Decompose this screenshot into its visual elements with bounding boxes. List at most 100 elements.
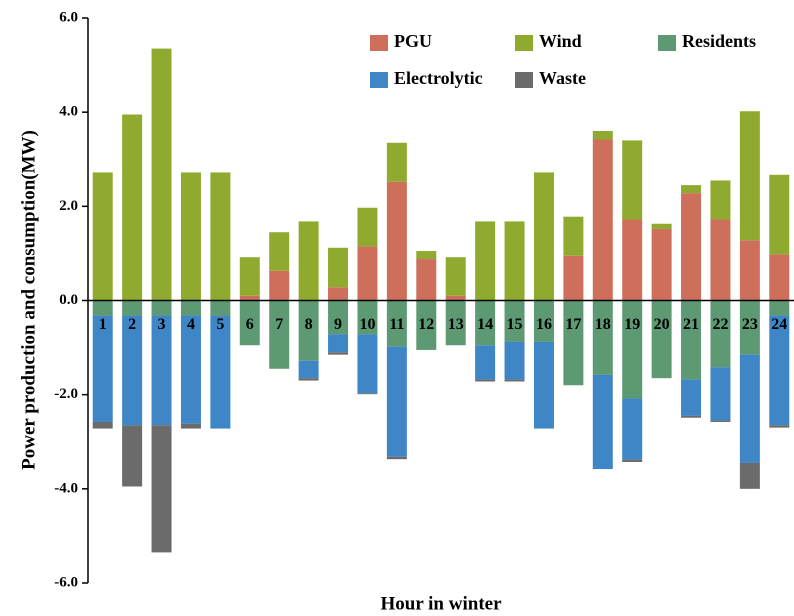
x-tick-label: 19 [624, 316, 640, 333]
bar-segment [475, 221, 496, 301]
bar-segment [180, 300, 201, 316]
y-axis-title: Power production and consumption(MW) [18, 130, 39, 470]
x-tick-label: 17 [565, 316, 581, 333]
legend-label: Waste [539, 68, 586, 88]
x-tick-label: 11 [389, 316, 404, 333]
bar-segment [739, 300, 760, 355]
bar-segment [739, 240, 760, 301]
bar-segment [328, 287, 349, 301]
bar-segment [386, 142, 407, 182]
x-tick-label: 9 [334, 316, 342, 333]
bar-segment [592, 139, 613, 301]
bar-segment [622, 459, 643, 462]
bar-segment [151, 300, 172, 316]
y-tick-label: -4.0 [54, 480, 78, 496]
bar-segment [739, 111, 760, 241]
bar-segment [504, 379, 525, 382]
bar-segment [681, 300, 702, 380]
bar-segment [445, 300, 466, 346]
bar-segment [122, 114, 143, 301]
bar-segment [180, 315, 201, 424]
bar-segment [416, 251, 437, 260]
bar-segment [710, 420, 731, 422]
bar-segment [739, 354, 760, 463]
bar-segment [563, 216, 584, 256]
bar-segment [239, 300, 260, 346]
x-tick-label: 15 [507, 316, 523, 333]
bar-segment [681, 415, 702, 418]
bar-segment [92, 421, 113, 429]
bar-segment [622, 398, 643, 460]
bar-segment [328, 300, 349, 335]
bar-segment [769, 425, 790, 428]
bar-segment [710, 300, 731, 368]
bar-segment [769, 254, 790, 301]
x-tick-label: 22 [712, 316, 728, 333]
bar-segment [210, 315, 231, 429]
x-tick-label: 1 [99, 316, 107, 333]
x-tick-label: 14 [477, 316, 493, 333]
bar-segment [298, 221, 319, 301]
bar-segment [475, 379, 496, 382]
bar-segment [210, 172, 231, 301]
bar-segment [357, 246, 378, 301]
x-tick-label: 4 [187, 316, 195, 333]
bar-segment [504, 221, 525, 301]
x-tick-label: 2 [128, 316, 136, 333]
bar-segment [651, 228, 672, 301]
legend-swatch [515, 72, 533, 88]
x-tick-label: 16 [536, 316, 552, 333]
bar-segment [445, 257, 466, 296]
bar-segment [239, 257, 260, 296]
bar-segment [122, 315, 143, 426]
bar-segment [769, 315, 790, 426]
bar-segment [563, 300, 584, 386]
bar-segment [651, 300, 672, 379]
bar-segment [710, 180, 731, 220]
legend-swatch [370, 72, 388, 88]
bar-segment [710, 219, 731, 301]
y-tick-label: -2.0 [54, 386, 78, 402]
bar-segment [416, 300, 437, 350]
bar-segment [122, 425, 143, 487]
bar-segment [533, 341, 554, 429]
bar-segment [328, 334, 349, 353]
bar-segment [769, 174, 790, 255]
bar-segment [681, 193, 702, 301]
x-tick-label: 23 [742, 316, 758, 333]
bar-segment [357, 393, 378, 395]
x-tick-label: 18 [595, 316, 611, 333]
x-tick-label: 20 [654, 316, 670, 333]
bar-segment [504, 300, 525, 342]
legend-swatch [658, 35, 676, 51]
legend-swatch [370, 35, 388, 51]
bar-segment [92, 315, 113, 422]
x-tick-label: 3 [158, 316, 166, 333]
legend-swatch [515, 35, 533, 51]
bar-segment [533, 300, 554, 342]
x-tick-label: 24 [771, 316, 787, 333]
bar-segment [416, 259, 437, 301]
bar-segment [445, 295, 466, 301]
bar-segment [298, 378, 319, 381]
bar-segment [210, 300, 231, 316]
bar-segment [357, 334, 378, 394]
legend-label: Wind [539, 31, 582, 51]
bar-segment [269, 232, 290, 271]
legend-label: Residents [682, 31, 756, 51]
bar-segment [563, 255, 584, 301]
bar-segment [386, 346, 407, 457]
x-tick-label: 7 [275, 316, 283, 333]
bar-segment [180, 423, 201, 429]
legend-label: Electrolytic [394, 68, 483, 88]
bar-segment [710, 367, 731, 421]
x-tick-label: 8 [305, 316, 313, 333]
bar-segment [622, 140, 643, 220]
bar-segment [122, 300, 143, 316]
y-tick-label: 6.0 [59, 9, 78, 25]
bar-segment [386, 181, 407, 301]
bar-segment [239, 295, 260, 301]
x-tick-label: 10 [359, 316, 375, 333]
bar-segment [357, 300, 378, 335]
bar-segment [681, 379, 702, 416]
